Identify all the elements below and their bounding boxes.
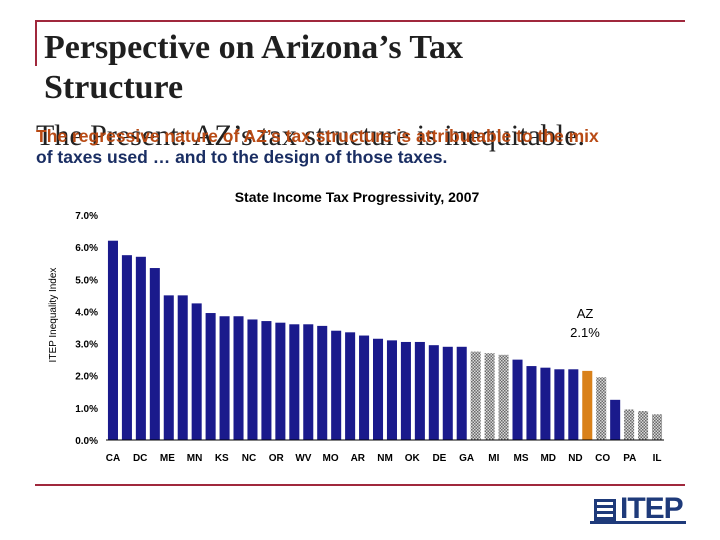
bar <box>233 316 244 440</box>
bar <box>303 324 314 440</box>
y-tick-label: 3.0% <box>75 340 98 351</box>
accent-line-bottom <box>35 484 685 486</box>
bar <box>289 324 300 440</box>
bar <box>470 351 481 440</box>
bar <box>512 359 523 440</box>
bar <box>345 332 356 440</box>
bar <box>373 338 384 440</box>
y-tick-label: 4.0% <box>75 307 98 318</box>
x-tick-label: OK <box>405 453 421 464</box>
y-tick-label: 1.0% <box>75 404 98 415</box>
bar <box>638 411 649 440</box>
itep-logo: ITEP <box>620 492 684 525</box>
bar <box>177 295 188 440</box>
x-tick-label: NM <box>377 453 393 464</box>
bar <box>359 335 370 440</box>
bar <box>442 346 453 440</box>
bar <box>219 316 230 440</box>
bar <box>428 345 439 440</box>
bar <box>582 370 593 440</box>
chart-title: State Income Tax Progressivity, 2007 <box>235 189 480 205</box>
bar <box>568 369 579 440</box>
x-tick-label: DE <box>432 453 446 464</box>
x-tick-label: MO <box>323 453 339 464</box>
x-tick-label: GA <box>459 453 474 464</box>
y-tick-label: 7.0% <box>75 211 98 222</box>
y-tick-label: 6.0% <box>75 243 98 254</box>
overlay-subtitle-line2: of taxes used … and to the design of tho… <box>36 147 448 167</box>
slide-title-line1: Perspective on Arizona’s Tax <box>44 29 463 66</box>
bar <box>624 409 635 440</box>
x-tick-label: MI <box>488 453 499 464</box>
accent-line-top <box>35 20 685 22</box>
bar <box>484 353 495 440</box>
x-tick-label: MN <box>187 453 203 464</box>
bar <box>247 319 258 440</box>
bar <box>498 354 509 440</box>
x-tick-label: IL <box>653 453 662 464</box>
y-tick-label: 0.0% <box>75 436 98 447</box>
itep-logo-underline <box>590 521 686 524</box>
y-tick-label: 5.0% <box>75 275 98 286</box>
x-tick-label: ME <box>160 453 175 464</box>
bar <box>107 240 118 440</box>
bar <box>163 295 174 440</box>
accent-bar-vertical <box>35 20 37 66</box>
x-tick-label: WV <box>295 453 311 464</box>
bar <box>456 346 467 440</box>
itep-logo-icon <box>594 499 616 521</box>
bar <box>205 313 216 440</box>
y-axis-label: ITEP Inequality Index <box>48 268 59 363</box>
x-tick-label: PA <box>623 453 636 464</box>
az-annotation-value: 2.1% <box>570 325 600 340</box>
x-tick-label: DC <box>133 453 147 464</box>
bar <box>331 330 342 440</box>
bar <box>386 340 397 440</box>
x-tick-label: NC <box>242 453 256 464</box>
bar <box>191 303 202 440</box>
x-tick-label: AR <box>351 453 366 464</box>
overlay-subtitle: The regressive nature of AZ’s tax struct… <box>36 126 720 168</box>
bar <box>554 369 565 440</box>
bar <box>149 268 160 440</box>
x-tick-label: MD <box>540 453 556 464</box>
bar <box>135 256 146 440</box>
x-tick-label: ND <box>568 453 582 464</box>
bar <box>261 321 272 440</box>
x-tick-label: OR <box>269 453 285 464</box>
y-tick-label: 2.0% <box>75 372 98 383</box>
slide-title-line2: Structure <box>44 69 184 106</box>
az-annotation: AZ 2.1% <box>559 303 611 343</box>
bar <box>540 367 551 440</box>
x-tick-label: CO <box>595 453 610 464</box>
bar <box>526 366 537 440</box>
bar <box>610 399 621 440</box>
bar <box>400 341 411 440</box>
bar <box>121 255 132 440</box>
x-tick-label: MS <box>514 453 529 464</box>
az-annotation-label: AZ <box>577 306 594 321</box>
overlay-subtitle-line1: The regressive nature of AZ’s tax struct… <box>36 126 599 146</box>
x-tick-label: KS <box>215 453 229 464</box>
bar <box>652 414 663 440</box>
slide-title: Perspective on Arizona’s Tax Structure <box>44 28 644 108</box>
x-tick-label: CA <box>106 453 120 464</box>
bar <box>275 322 286 440</box>
bar <box>596 377 607 440</box>
bar <box>414 341 425 440</box>
bar <box>317 325 328 440</box>
overlay-serif-text: The Present: AZ’s tax structure is inequ… <box>36 119 586 152</box>
